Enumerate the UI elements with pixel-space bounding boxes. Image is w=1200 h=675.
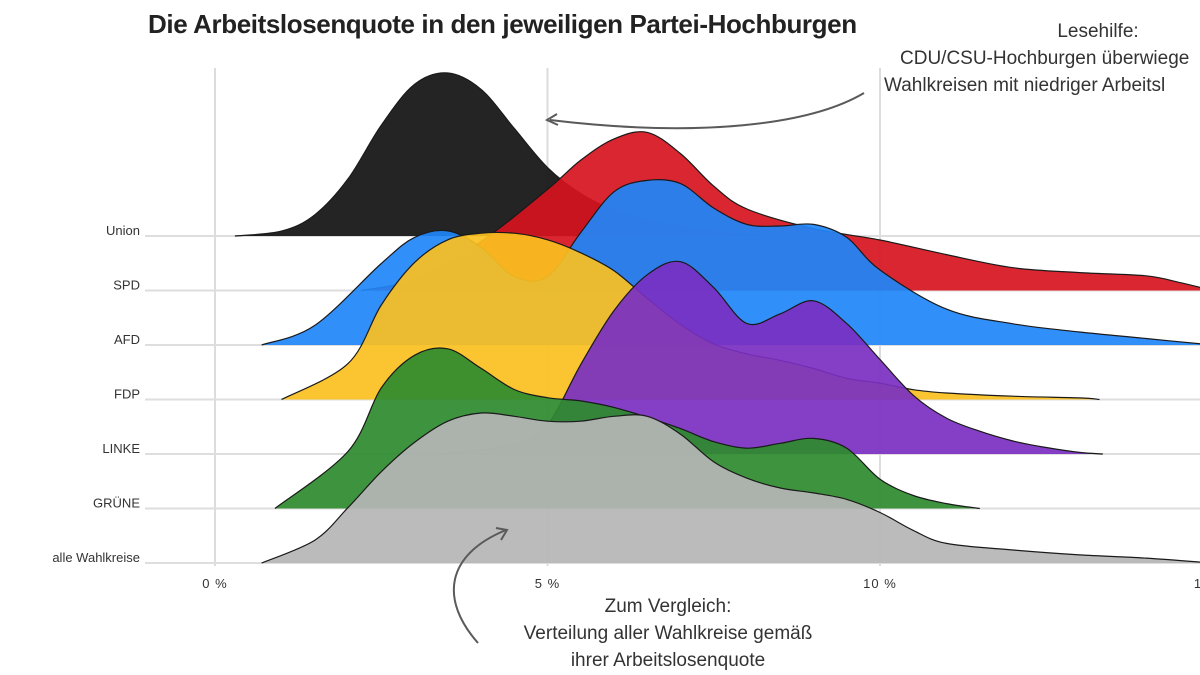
ridge-area-fdp — [281, 232, 1100, 400]
annotation-top-arrow — [549, 92, 865, 130]
row-label-afd: AFD — [114, 332, 140, 347]
ridge-area-alle-wahlkreise — [261, 412, 1200, 563]
row-label-union: Union — [106, 223, 140, 238]
ridge-outline-alle-wahlkreise — [261, 412, 1200, 564]
ridge-outline-spd — [361, 131, 1200, 292]
annotation-top-line-3: Wahlkreisen mit niedriger Arbeitsl — [884, 75, 1165, 96]
annotation-bottom: Zum Vergleich: Verteilung aller Wahlkrei… — [452, 527, 813, 671]
annotation-bottom-arrowhead — [495, 527, 509, 541]
row-label-gruene: GRÜNE — [93, 496, 140, 511]
x-tick-label-0: 0 % — [202, 576, 227, 591]
ridge-alle-wahlkreise — [145, 412, 1200, 564]
annotation-top-line-1: Lesehilfe: — [1057, 21, 1138, 42]
annotation-top-line-2: CDU/CSU-Hochburgen überwiege — [900, 48, 1189, 69]
ridge-outline-linke — [441, 260, 1103, 455]
row-labels: Union SPD AFD FDP LINKE GRÜNE alle Wahlkreise — [52, 223, 140, 565]
annotation-bottom-line-3: ihrer Arbeitslosenquote — [571, 650, 765, 671]
annotation-bottom-arrow — [452, 529, 507, 644]
row-label-linke: LINKE — [102, 441, 140, 456]
annotation-top-arrowhead — [544, 113, 559, 126]
annotation-bottom-line-1: Zum Vergleich: — [605, 596, 732, 617]
x-axis-ticks: 0 % 5 % 10 % 1 — [202, 576, 1200, 591]
row-label-fdp: FDP — [114, 387, 140, 402]
row-label-alle-wahlkreise: alle Wahlkreise — [52, 550, 140, 565]
x-tick-label-10: 10 % — [863, 576, 897, 591]
ridge-outline-afd — [261, 178, 1200, 346]
annotation-bottom-line-2: Verteilung aller Wahlkreise gemäß — [524, 623, 813, 644]
annotation-top-right: Lesehilfe: CDU/CSU-Hochburgen überwiege … — [544, 21, 1189, 130]
x-tick-label-15: 1 — [1194, 576, 1200, 591]
ridge-area-union — [234, 72, 781, 236]
x-tick-label-5: 5 % — [535, 576, 560, 591]
ridges — [145, 72, 1200, 564]
chart-title: Die Arbeitslosenquote in den jeweiligen … — [148, 9, 857, 39]
row-label-spd: SPD — [113, 278, 140, 293]
